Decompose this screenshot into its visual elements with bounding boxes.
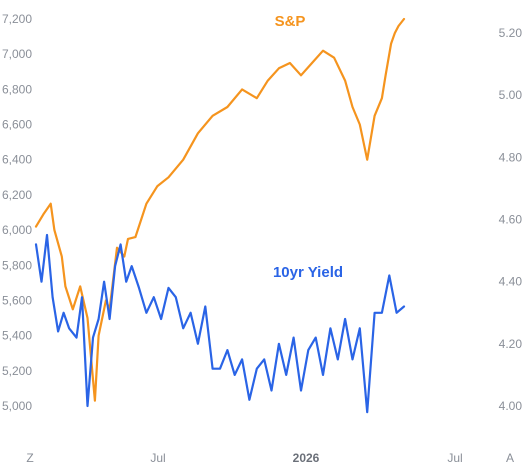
left-tick-label: 6,600 <box>2 118 32 132</box>
left-tick-label: 6,000 <box>2 223 32 237</box>
x-axis-ticks: Z Jul 2026 Jul A <box>26 451 514 465</box>
left-axis-ticks: 7,200 7,000 6,800 6,600 6,400 6,200 6,000 5,800… <box>2 12 32 413</box>
right-tick-label: 4.00 <box>499 399 523 413</box>
left-tick-label: 7,200 <box>2 12 32 26</box>
x-tick-label: Jul <box>447 451 462 465</box>
x-tick-label: 2026 <box>293 451 320 465</box>
left-tick-label: 6,200 <box>2 188 32 202</box>
x-tick-label: A <box>506 451 514 465</box>
right-tick-label: 5.00 <box>499 88 523 102</box>
right-tick-label: 4.40 <box>499 275 523 289</box>
left-tick-label: 5,200 <box>2 364 32 378</box>
x-tick-label: Jul <box>150 451 165 465</box>
left-tick-label: 6,800 <box>2 82 32 96</box>
right-axis-ticks: 5.20 5.00 4.80 4.60 4.40 4.20 4.00 <box>499 26 523 413</box>
left-tick-label: 6,400 <box>2 153 32 167</box>
series-label-1: 10yr Yield <box>273 264 343 281</box>
series-labels: S&P 10yr Yield <box>273 13 343 281</box>
series-label-0: S&P <box>275 13 306 30</box>
left-tick-label: 7,000 <box>2 47 32 61</box>
left-tick-label: 5,600 <box>2 293 32 307</box>
left-tick-label: 5,800 <box>2 258 32 272</box>
right-tick-label: 4.60 <box>499 213 523 227</box>
series-lines <box>34 17 406 414</box>
series-line-1 <box>34 233 406 414</box>
left-tick-label: 5,000 <box>2 399 32 413</box>
series-line-0 <box>34 17 406 402</box>
right-tick-label: 4.20 <box>499 337 523 351</box>
x-tick-label: Z <box>26 451 33 465</box>
right-tick-label: 5.20 <box>499 26 523 40</box>
left-tick-label: 5,400 <box>2 329 32 343</box>
right-tick-label: 4.80 <box>499 150 523 164</box>
